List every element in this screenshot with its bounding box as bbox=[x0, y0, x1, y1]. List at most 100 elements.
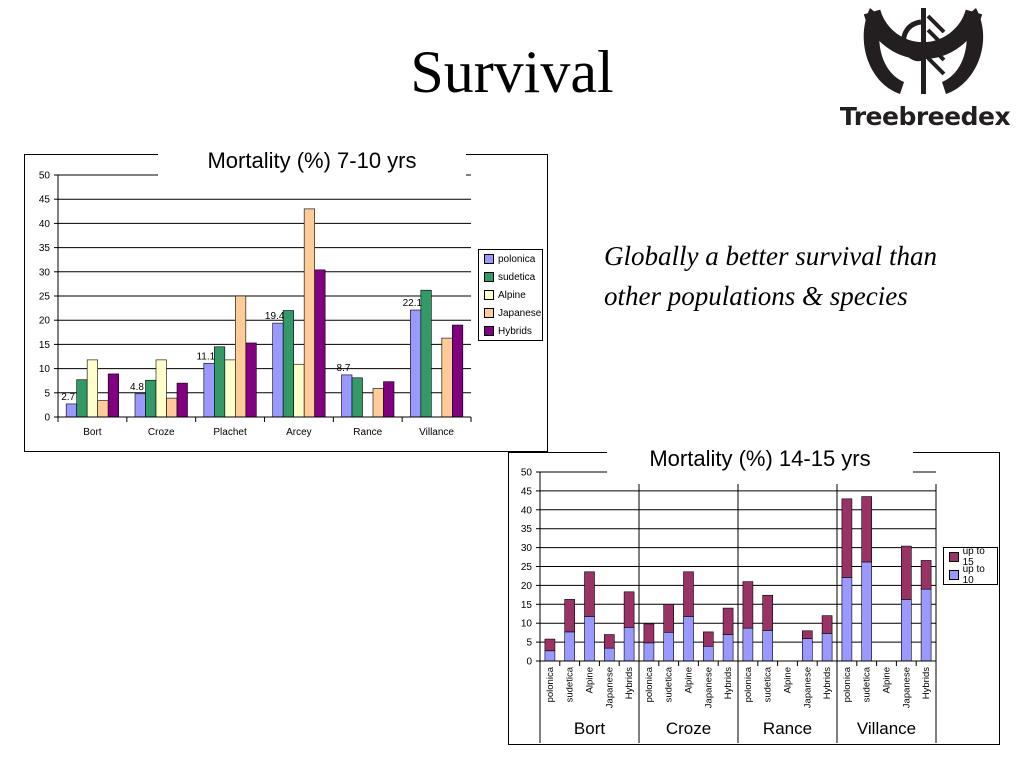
legend-label: Alpine bbox=[498, 289, 526, 301]
x-tick-label: Alpine bbox=[882, 667, 893, 693]
x-tick-label: Japanese bbox=[802, 667, 813, 708]
y-tick-label: 50 bbox=[39, 171, 51, 182]
bar-up-to-15 bbox=[821, 615, 833, 634]
bar-polonica bbox=[341, 374, 353, 418]
bar-up-to-15 bbox=[801, 630, 813, 639]
bar-up-to-15 bbox=[604, 634, 615, 649]
data-label: 8.7 bbox=[337, 363, 351, 374]
data-label: 2.7 bbox=[61, 392, 75, 403]
y-tick-label: 45 bbox=[39, 195, 51, 206]
bar-sudetica bbox=[351, 377, 363, 418]
bar-up-to-10 bbox=[900, 599, 912, 662]
legend-label: up to 15 bbox=[962, 546, 985, 568]
bar-up-to-15 bbox=[663, 604, 674, 633]
bar-Alpine bbox=[86, 359, 98, 418]
legend-swatch bbox=[484, 254, 494, 264]
bar-Japanese bbox=[372, 388, 384, 418]
bar-up-to-10 bbox=[643, 642, 655, 662]
x-tick-label: polonica bbox=[842, 666, 853, 702]
legend-item: polonica bbox=[479, 250, 542, 268]
data-label: 22.1 bbox=[403, 298, 423, 309]
x-tick-label: Japanese bbox=[604, 667, 615, 708]
bar-Alpine bbox=[155, 359, 167, 418]
legend-item: Alpine bbox=[479, 286, 542, 304]
bar-Japanese bbox=[303, 208, 315, 418]
legend-item: sudetica bbox=[479, 268, 542, 286]
bar-up-to-10 bbox=[623, 627, 635, 662]
bar-Alpine bbox=[293, 363, 305, 418]
bar-up-to-15 bbox=[841, 498, 853, 578]
bar-polonica bbox=[410, 309, 422, 418]
chart-mortality-14-15: 0 5 10 15 20 25 30 35 40 45 50 Bort polonica sudetica… bbox=[508, 444, 1000, 745]
bar-sudetica bbox=[420, 289, 432, 418]
bar-up-to-15 bbox=[861, 496, 873, 563]
x-tick-label: sudetica bbox=[565, 666, 576, 702]
x-tick-label: Croze bbox=[148, 427, 175, 438]
x-tick-label: Japanese bbox=[703, 667, 714, 708]
legend-item: Hybrids bbox=[479, 322, 542, 340]
bar-up-to-15 bbox=[722, 607, 734, 635]
legend-label: up to 10 bbox=[962, 564, 985, 586]
bar-up-to-10 bbox=[841, 577, 853, 662]
bar-up-to-15 bbox=[900, 545, 912, 600]
y-tick-label: 15 bbox=[39, 340, 51, 351]
bar-Japanese bbox=[441, 337, 453, 418]
legend-swatch bbox=[484, 326, 494, 336]
legend-swatch bbox=[484, 308, 494, 318]
bar-up-to-10 bbox=[821, 633, 833, 662]
legend-label: sudetica bbox=[498, 271, 536, 283]
x-tick-label: Arcey bbox=[286, 427, 312, 438]
legend-swatch bbox=[484, 290, 494, 300]
x-tick-label: Plachet bbox=[213, 427, 247, 438]
bar-up-to-10 bbox=[564, 631, 576, 662]
y-tick-label: 45 bbox=[521, 486, 533, 497]
data-label: 4.8 bbox=[130, 382, 144, 393]
y-tick-label: 30 bbox=[521, 543, 533, 554]
group-label: Bort bbox=[574, 719, 605, 738]
bar-up-to-10 bbox=[544, 650, 556, 662]
legend-item: up to 10 bbox=[944, 564, 997, 586]
group-label: Rance bbox=[763, 719, 812, 738]
bar-polonica bbox=[65, 403, 77, 418]
chart1-legend: polonica sudetica Alpine Japanese Hybrids bbox=[478, 249, 543, 341]
bar-Japanese bbox=[166, 397, 178, 418]
x-tick-label: Alpine bbox=[585, 667, 596, 693]
chart2-legend: up to 15 up to 10 bbox=[943, 546, 998, 586]
legend-label: polonica bbox=[498, 253, 536, 265]
y-tick-label: 0 bbox=[44, 413, 50, 424]
bar-Japanese bbox=[97, 400, 109, 418]
bar-sudetica bbox=[214, 346, 226, 418]
bar-up-to-10 bbox=[920, 588, 932, 662]
bar-up-to-15 bbox=[584, 571, 595, 617]
y-tick-label: 40 bbox=[39, 219, 51, 230]
bar-up-to-10 bbox=[584, 616, 595, 662]
bar-polonica bbox=[272, 322, 284, 418]
bar-up-to-15 bbox=[920, 560, 932, 590]
bar-up-to-10 bbox=[742, 627, 754, 662]
bar-up-to-15 bbox=[683, 571, 694, 617]
y-tick-label: 25 bbox=[521, 562, 533, 573]
bar-up-to-10 bbox=[762, 630, 773, 662]
bar-Hybrids bbox=[176, 382, 188, 418]
y-tick-label: 20 bbox=[521, 581, 533, 592]
legend-swatch bbox=[484, 272, 494, 282]
legend-swatch bbox=[949, 570, 959, 580]
bar-up-to-10 bbox=[683, 616, 694, 662]
treebreedex-logo-icon bbox=[863, 8, 984, 94]
group-label: Villance bbox=[857, 719, 916, 738]
group-label: Croze bbox=[666, 719, 711, 738]
legend-item: up to 15 bbox=[944, 546, 997, 568]
y-tick-label: 10 bbox=[521, 619, 533, 630]
y-tick-label: 35 bbox=[39, 243, 51, 254]
data-label: 11.1 bbox=[196, 351, 215, 362]
x-tick-label: polonica bbox=[545, 666, 556, 702]
bar-up-to-10 bbox=[663, 631, 674, 662]
y-tick-label: 35 bbox=[521, 524, 533, 535]
y-tick-label: 5 bbox=[526, 638, 532, 649]
x-tick-label: polonica bbox=[644, 666, 655, 702]
x-tick-label: Japanese bbox=[901, 667, 912, 708]
bar-up-to-10 bbox=[801, 638, 813, 662]
bar-Hybrids bbox=[107, 373, 119, 418]
legend-swatch bbox=[949, 552, 959, 562]
x-tick-label: Hybrids bbox=[921, 667, 932, 699]
